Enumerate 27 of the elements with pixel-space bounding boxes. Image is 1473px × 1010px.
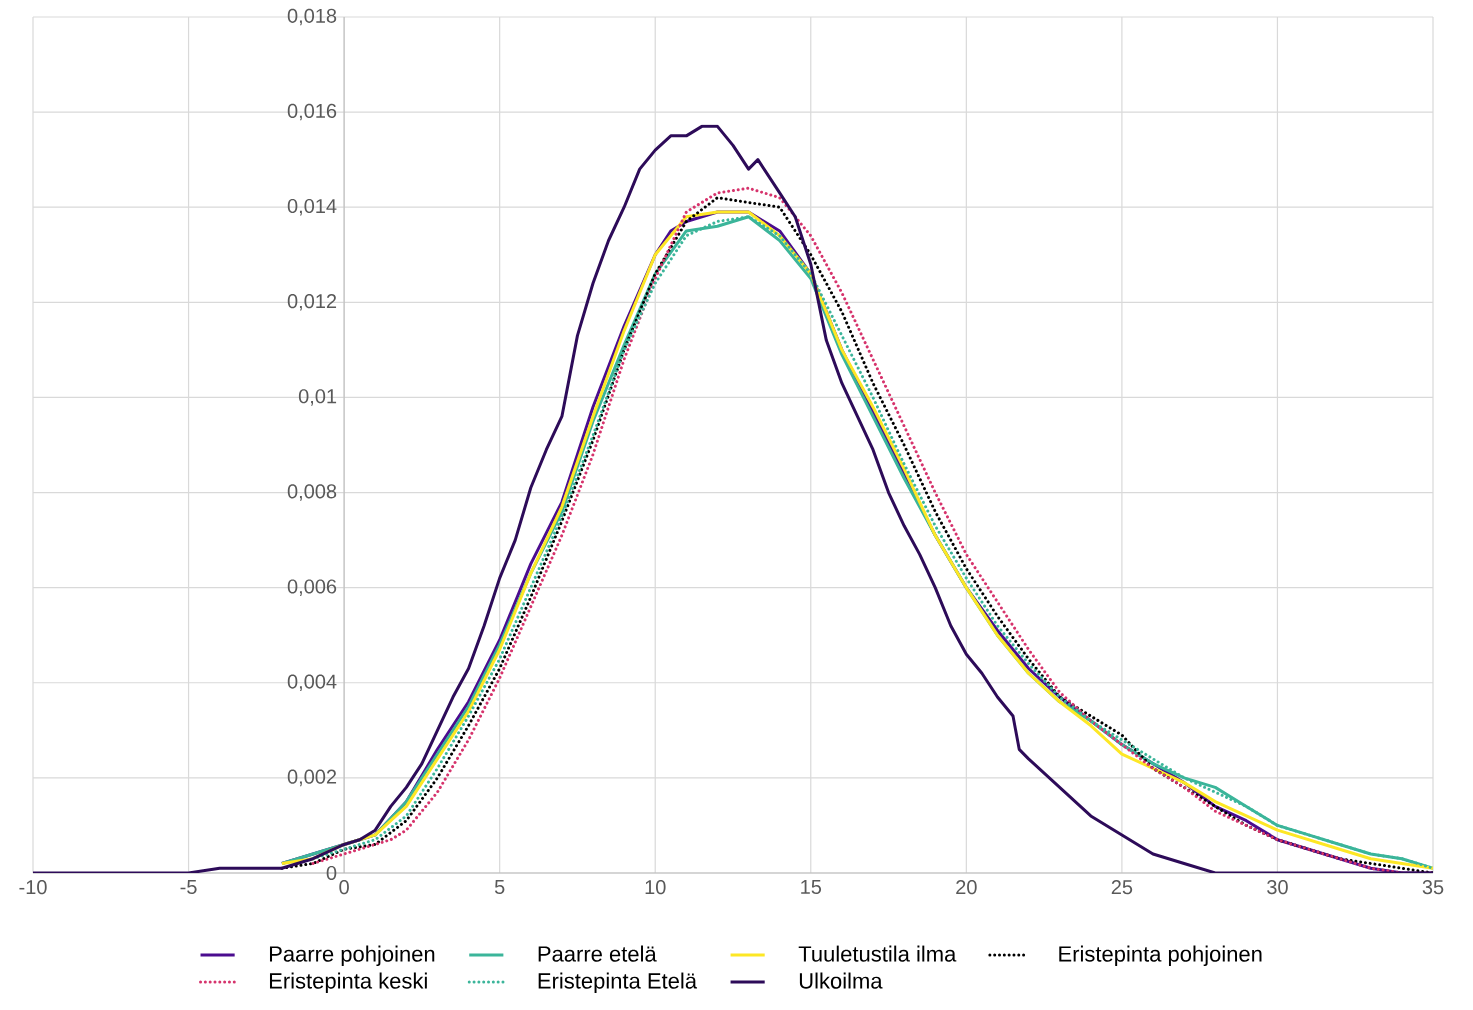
x-tick-label: 20 [956,880,977,895]
y-tick-label: 0,014 [287,198,337,216]
x-tick-label: -10 [19,880,47,895]
y-tick-label: 0,008 [287,484,337,501]
y-tick-label: 0,016 [287,103,337,121]
x-tick-label: 25 [1111,880,1133,895]
y-tick-label: 0,012 [287,294,337,311]
y-tick-label: 0 [326,865,337,881]
legend-label: Paarre pohjoinen [269,945,435,967]
x-tick-label: 0 [339,880,349,895]
legend-label: Eristepinta pohjoinen [1059,945,1262,967]
y-tick-label: 0,01 [298,389,337,406]
y-tick-label: 0,004 [287,674,337,692]
x-tick-label: 10 [645,880,666,895]
x-tick-label: 5 [494,880,505,894]
legend-label: Paarre etelä [538,945,657,962]
y-tick-label: 0,018 [287,8,337,26]
legend-label: Tuuletustila ilma [798,945,957,962]
x-tick-label: -5 [180,880,197,894]
legend-label: Eristepinta Etelä [538,972,698,994]
x-tick-label: 35 [1422,880,1444,895]
y-tick-label: 0,006 [287,579,337,596]
x-tick-label: 30 [1267,880,1288,895]
legend-label: Ulkoilma [799,972,883,989]
x-tick-label: 15 [801,880,822,894]
legend-label: Eristepinta keski [269,972,427,994]
y-tick-label: 0,002 [287,769,337,787]
